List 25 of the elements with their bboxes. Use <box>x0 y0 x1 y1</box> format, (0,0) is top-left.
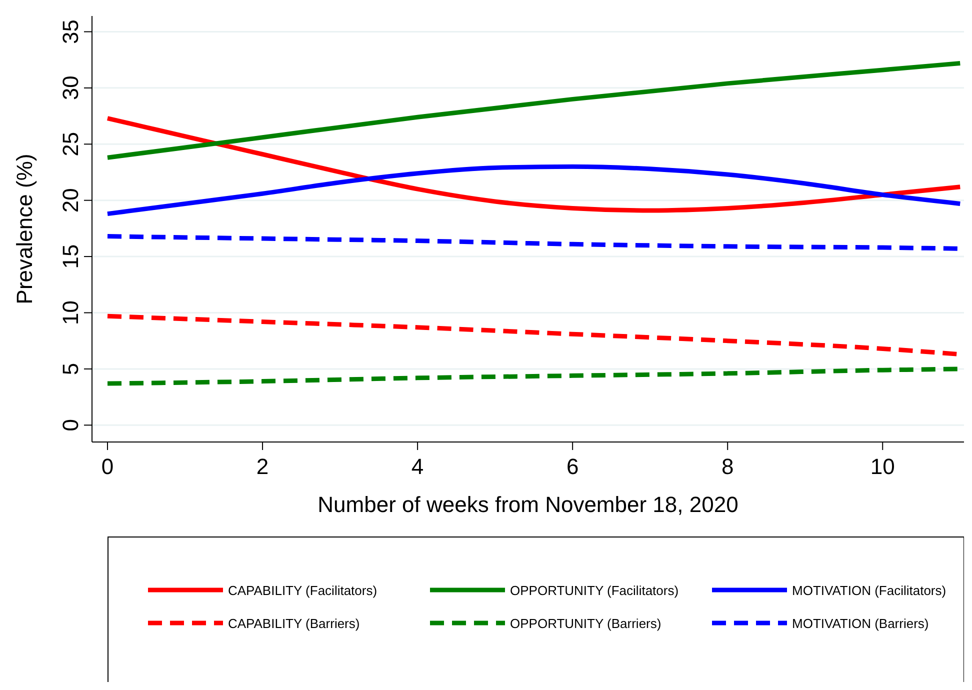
y-tick-label: 35 <box>58 19 83 44</box>
y-tick-label: 30 <box>58 76 83 100</box>
legend-label: OPPORTUNITY (Facilitators) <box>510 583 679 598</box>
y-tick-label: 25 <box>58 132 83 156</box>
line-series <box>105 116 962 213</box>
line-series <box>105 60 962 160</box>
legend-label: OPPORTUNITY (Barriers) <box>510 616 662 631</box>
line-series <box>105 164 962 216</box>
x-tick-label: 6 <box>566 454 579 479</box>
y-tick-label: 0 <box>58 419 83 432</box>
x-tick-label: 10 <box>870 454 895 479</box>
y-tick-label: 20 <box>58 188 83 213</box>
legend-label: CAPABILITY (Barriers) <box>228 616 360 631</box>
x-tick-label: 0 <box>101 454 114 479</box>
legend-label: MOTIVATION (Facilitators) <box>792 583 946 598</box>
y-tick-label: 10 <box>58 300 83 325</box>
x-axis-title: Number of weeks from November 18, 2020 <box>318 492 738 517</box>
y-tick-label: 15 <box>58 244 83 269</box>
x-tick-label: 4 <box>411 454 424 479</box>
x-tick-label: 8 <box>721 454 734 479</box>
y-axis-title: Prevalence (%) <box>12 154 37 304</box>
x-tick-label: 2 <box>256 454 269 479</box>
legend-label: CAPABILITY (Facilitators) <box>228 583 378 598</box>
legend-label: MOTIVATION (Barriers) <box>792 616 929 631</box>
y-tick-label: 5 <box>58 362 83 376</box>
